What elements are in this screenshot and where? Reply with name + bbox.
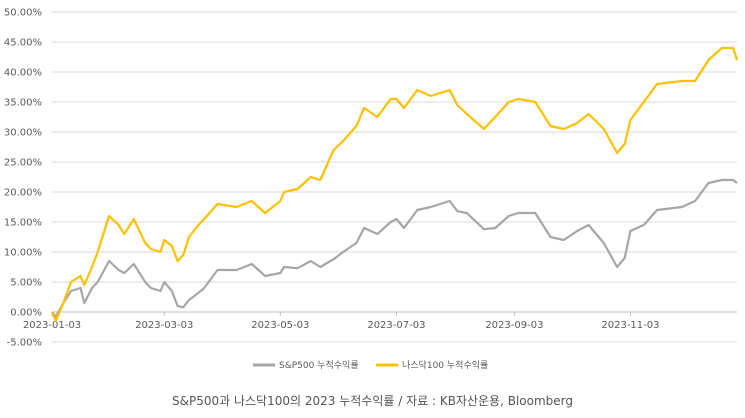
x-tick-label: 2023-05-03 bbox=[251, 320, 309, 331]
x-tick-label: 2023-03-03 bbox=[135, 320, 193, 331]
series-line-1 bbox=[50, 46, 739, 323]
gridlines bbox=[52, 11, 737, 343]
y-tick-label: 50.00% bbox=[4, 8, 42, 19]
y-tick-label: 30.00% bbox=[4, 128, 42, 139]
legend: S&P500 누적수익률 나스닥100 누적수익률 bbox=[253, 359, 488, 371]
x-tick-label: 2023-01-03 bbox=[23, 320, 81, 331]
y-tick-label: 20.00% bbox=[4, 188, 42, 199]
y-tick-label: 5.00% bbox=[10, 278, 42, 289]
chart-caption: S&P500과 나스닥100의 2023 누적수익률 / 자료 : KB자산운용… bbox=[172, 394, 573, 408]
series-lines bbox=[50, 46, 739, 323]
y-axis-tick-labels: -5.00% 0.00% 5.00% 10.00% 15.00% 20.00% 25.00%… bbox=[4, 8, 42, 349]
y-tick-label: -5.00% bbox=[7, 338, 42, 349]
x-tick-label: 2023-11-03 bbox=[601, 320, 659, 331]
legend-label: S&P500 누적수익률 bbox=[279, 359, 359, 371]
legend-label: 나스닥100 누적수익률 bbox=[402, 359, 488, 371]
y-tick-label: 25.00% bbox=[4, 158, 42, 169]
series-line-0 bbox=[51, 178, 738, 318]
y-tick-label: 35.00% bbox=[4, 98, 42, 109]
x-tick-label: 2023-09-03 bbox=[485, 320, 543, 331]
y-tick-label: 15.00% bbox=[4, 218, 42, 229]
y-tick-label: 10.00% bbox=[4, 248, 42, 259]
y-tick-label: 45.00% bbox=[4, 38, 42, 49]
x-axis-tick-labels: 2023-01-03 2023-03-03 2023-05-03 2023-07-03… bbox=[23, 312, 660, 331]
x-tick-label: 2023-07-03 bbox=[367, 320, 425, 331]
y-tick-label: 0.00% bbox=[10, 308, 42, 319]
y-tick-label: 40.00% bbox=[4, 68, 42, 79]
